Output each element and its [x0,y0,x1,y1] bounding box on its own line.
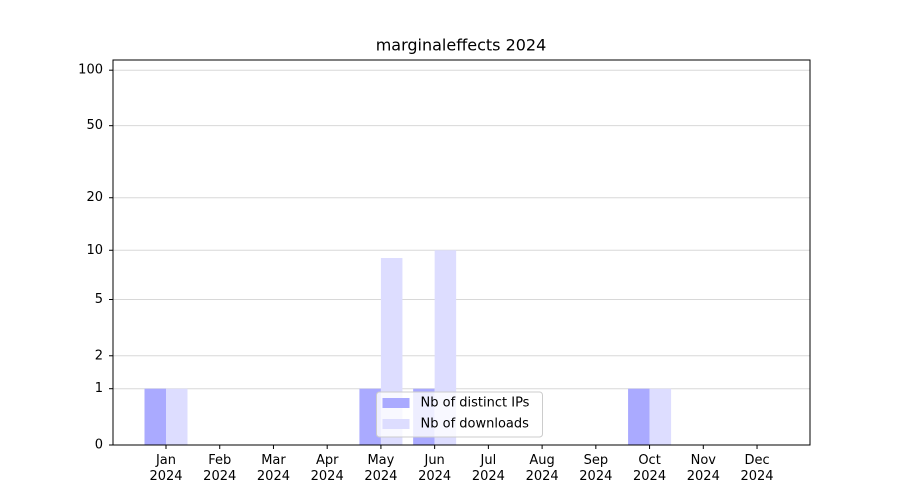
x-tick-label: Sep 2024 [579,453,613,484]
bar [144,388,166,445]
x-tick-label: Mar 2024 [256,453,290,484]
y-tick-label: 2 [95,348,103,363]
x-tick-label: Apr 2024 [310,453,344,484]
bar [359,388,381,445]
plot-frame [112,59,811,446]
bar [166,388,188,445]
x-tick-label: Dec 2024 [740,453,774,484]
x-tick-label: Jan 2024 [149,453,183,484]
x-tick-label: Oct 2024 [633,453,667,484]
bar [649,388,672,445]
x-tick-label: Nov 2024 [686,453,720,484]
grid [113,69,810,446]
x-tick-label: Feb 2024 [203,453,237,484]
legend-label: Nb of downloads [421,417,530,432]
y-tick-label: 50 [86,118,103,133]
chart-title: marginaleffects 2024 [376,36,547,55]
legend-swatch [382,419,410,429]
y-tick-label: 100 [78,63,103,78]
y-tick-label: 5 [95,292,103,307]
y-tick-label: 10 [86,243,103,258]
x-tick-label: Aug 2024 [525,453,559,484]
x-tick-label: May 2024 [364,453,398,484]
y-tick-label: 1 [95,381,103,396]
legend-box [376,391,543,438]
legend-label: Nb of distinct IPs [421,396,530,411]
bar [628,388,650,445]
x-tick-label: Jul 2024 [471,453,505,484]
y-tick-label: 20 [86,190,103,205]
legend-swatch [382,398,410,408]
x-tick-label: Jun 2024 [418,453,452,484]
y-tick-label: 0 [95,438,103,453]
